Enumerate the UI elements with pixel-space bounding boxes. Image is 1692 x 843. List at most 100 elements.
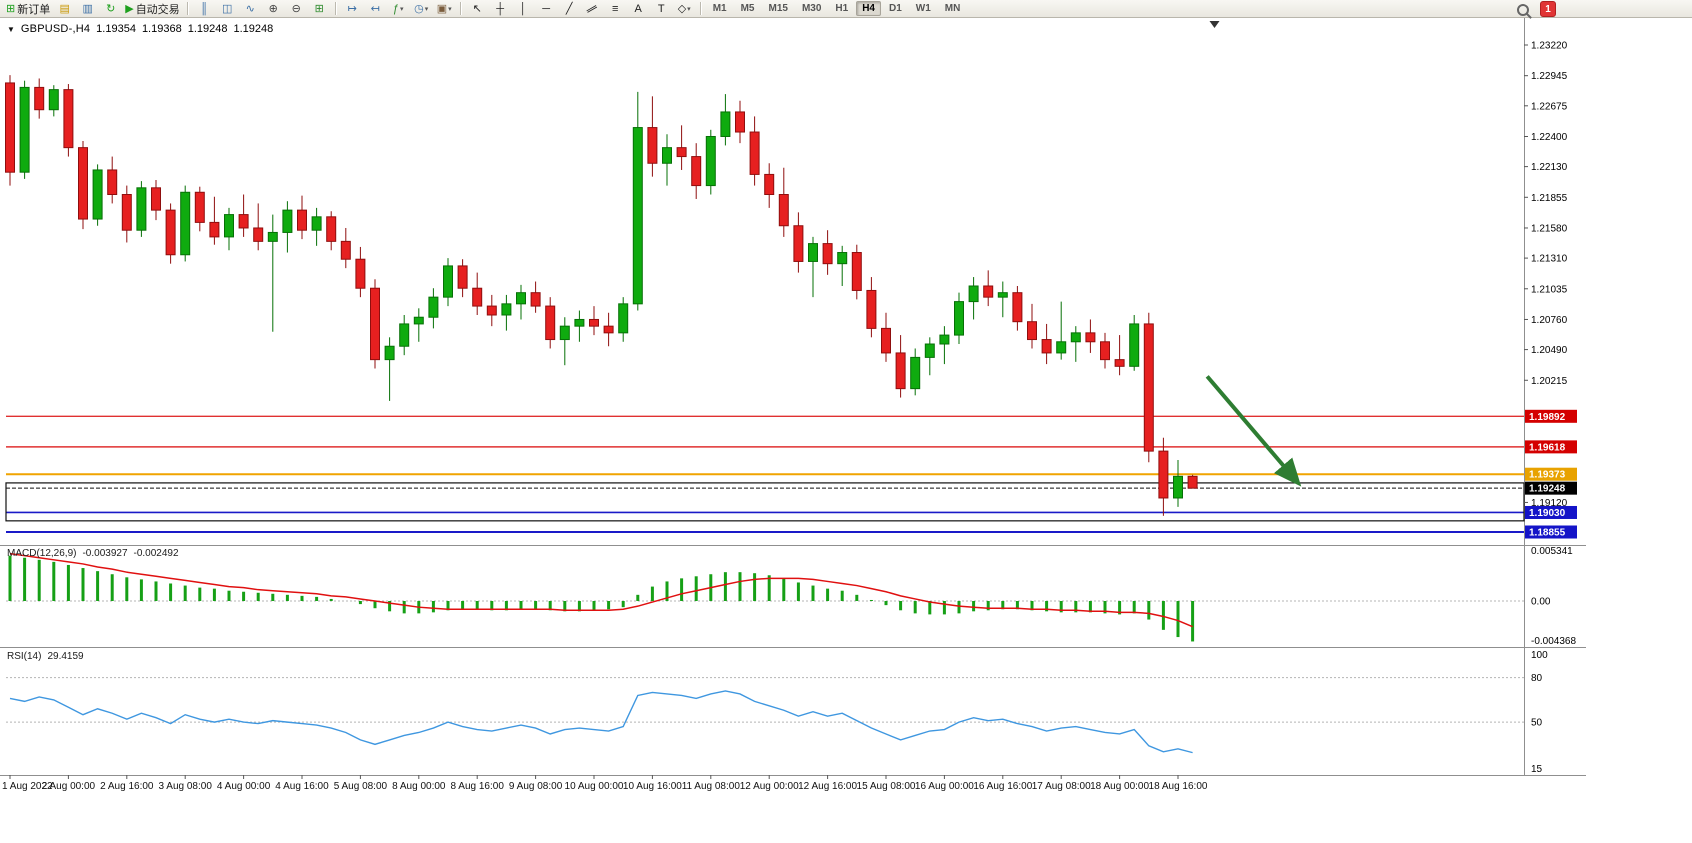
time-axis-label: 12 Aug 16:00 — [798, 781, 857, 792]
trendline-button[interactable]: ╱ — [558, 0, 581, 18]
cursor-icon: ↖ — [472, 2, 482, 15]
candle — [238, 214, 249, 229]
price-tag-value: 1.19618 — [1529, 442, 1566, 453]
candle — [1143, 323, 1154, 452]
price-axis-label: 1.20490 — [1531, 345, 1568, 356]
label-button[interactable]: T — [650, 0, 673, 18]
dropdown-arrow-icon[interactable]: ▾ — [687, 5, 691, 13]
profiles-button[interactable]: ▤ — [53, 0, 76, 18]
bar-chart-icon: ║ — [200, 2, 209, 15]
price-tag — [1525, 467, 1577, 481]
templates-button[interactable]: ▣ ▾ — [433, 0, 456, 18]
market-watch-button[interactable]: ▥ — [76, 0, 99, 18]
price-tag — [1525, 481, 1577, 495]
bar-chart-button[interactable]: ║ — [193, 0, 216, 18]
new-order-button[interactable]: ⊞ 新订单 — [3, 0, 53, 18]
chart-header: ▼ GBPUSD-,H4 1.19354 1.19368 1.19248 1.1… — [7, 23, 273, 35]
timeframe-d1-button[interactable]: D1 — [889, 3, 902, 14]
crosshair-icon: ┼ — [496, 2, 505, 15]
text-button[interactable]: A — [627, 0, 650, 18]
candle — [968, 285, 979, 303]
candle — [340, 240, 351, 260]
candle — [1100, 341, 1110, 361]
time-axis-label: 5 Aug 08:00 — [334, 781, 388, 792]
rectangle-object[interactable] — [5, 482, 1525, 522]
candlestick-chart-button[interactable]: ◫ — [216, 0, 239, 18]
shapes-button[interactable]: ◇ ▾ — [673, 0, 696, 18]
timeframe-m1-button[interactable]: M1 — [712, 3, 727, 14]
time-axis-label: 16 Aug 16:00 — [973, 781, 1032, 792]
candle — [267, 231, 278, 242]
time-axis-label: 18 Aug 16:00 — [1149, 781, 1208, 792]
tile-windows-button[interactable]: ⊞ — [308, 0, 331, 18]
dropdown-arrow-icon[interactable]: ▾ — [399, 5, 404, 13]
new-order-icon: ⊞ — [6, 2, 16, 15]
candle — [1056, 341, 1067, 354]
candle — [384, 345, 395, 361]
time-axis-label: 9 Aug 08:00 — [509, 781, 563, 792]
timeframe-h1-button[interactable]: H1 — [835, 3, 849, 14]
channel-button[interactable]: ∥ — [581, 0, 604, 18]
crosshair-button[interactable]: ┼ — [489, 0, 512, 18]
timeframe-w1-button[interactable]: W1 — [915, 3, 931, 14]
trendline-icon: ╱ — [565, 2, 573, 15]
rsi-axis-label: 15 — [1531, 764, 1543, 775]
panel-separators — [0, 18, 1586, 776]
candle — [632, 127, 643, 305]
line-chart-button[interactable]: ∿ — [239, 0, 262, 18]
timeframe-mn-button[interactable]: MN — [944, 3, 961, 14]
candle — [209, 221, 220, 238]
cursor-button[interactable]: ↖ — [466, 0, 489, 18]
candle — [735, 111, 745, 133]
trend-arrow-object[interactable] — [1205, 375, 1302, 487]
collapse-arrow-icon[interactable]: ▼ — [7, 24, 15, 34]
auto-scroll-button[interactable]: ↦ — [341, 0, 364, 18]
chart-shift-icon: ↤ — [370, 2, 380, 15]
candle — [355, 258, 366, 289]
indicators-button[interactable]: ƒ ▾ — [387, 0, 410, 18]
search-icon[interactable] — [1517, 4, 1529, 16]
periods-button[interactable]: ◷ ▾ — [410, 0, 433, 18]
timeframe-m5-button[interactable]: M5 — [740, 3, 755, 14]
macd-main-value: -0.003927 — [82, 548, 128, 559]
candle — [676, 147, 687, 158]
time-axis-label: 4 Aug 00:00 — [217, 781, 271, 792]
refresh-icon: ↻ — [106, 2, 116, 15]
candle — [603, 325, 614, 334]
vertical-line-button[interactable]: │ — [512, 0, 535, 18]
candle — [399, 323, 410, 347]
candle — [78, 147, 88, 220]
timeframe-h4-button[interactable]: H4 — [856, 1, 881, 16]
candle — [545, 305, 556, 341]
horizontal-line-button[interactable]: ─ — [535, 0, 558, 18]
zoom-in-button[interactable]: ⊕ — [262, 0, 285, 18]
notification-badge[interactable]: 1 — [1540, 1, 1556, 17]
macd-signal-value: -0.002492 — [133, 548, 179, 559]
candle — [618, 303, 629, 334]
dropdown-arrow-icon[interactable]: ▾ — [424, 5, 429, 13]
price-axis-label: 1.21035 — [1531, 284, 1568, 295]
chart-shift-marker-icon[interactable] — [1209, 21, 1220, 28]
auto-trading-button[interactable]: ▶ 自动交易 — [122, 0, 182, 18]
candle — [1070, 332, 1081, 343]
toolbar-separator — [186, 2, 189, 15]
candle — [954, 301, 964, 336]
dropdown-arrow-icon[interactable]: ▾ — [448, 5, 452, 13]
zoom-out-button[interactable]: ⊖ — [285, 0, 308, 18]
timeframe-m30-button[interactable]: M30 — [801, 3, 822, 14]
candle — [165, 209, 176, 256]
candle — [705, 135, 716, 187]
price-tag-value: 1.19892 — [1529, 412, 1566, 423]
candle — [559, 325, 570, 341]
candle — [443, 265, 453, 298]
horizontal-line-icon: ─ — [542, 2, 551, 15]
timeframe-m15-button[interactable]: M15 — [768, 3, 788, 14]
chart-shift-button[interactable]: ↤ — [364, 0, 387, 18]
fibonacci-icon: ≡ — [611, 2, 619, 15]
auto-scroll-icon: ↦ — [347, 2, 357, 15]
refresh-button[interactable]: ↻ — [99, 0, 122, 18]
fibonacci-button[interactable]: ≡ — [604, 0, 627, 18]
toolbar-separator — [459, 2, 462, 15]
